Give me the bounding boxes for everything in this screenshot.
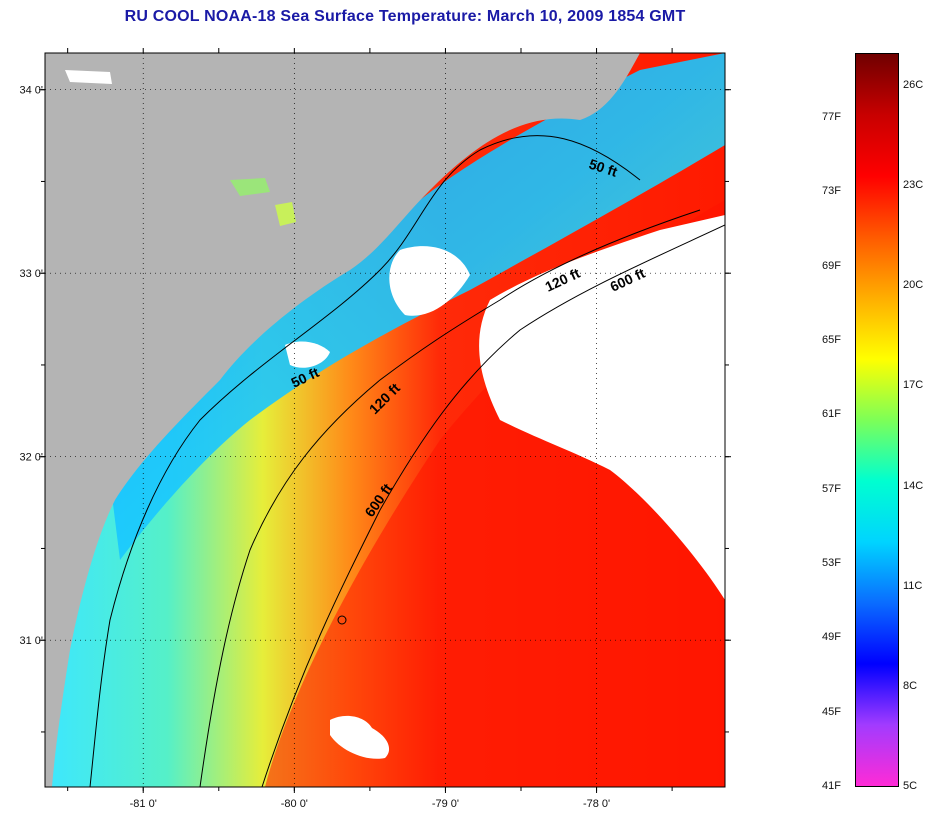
scale-label-celsius: 8C [903,679,918,692]
axis-ticks: -81 0' -80 0' -79 0' -78 0' 34 0' 33 0' 32 0' 3… [19,48,731,810]
lon-tick-label: -80 0' [281,798,308,810]
scale-label-fahrenheit: 57F [822,482,841,495]
scale-label-celsius: 20C [903,279,924,292]
scale-label-celsius: 26C [903,79,924,91]
chart-title: RU COOL NOAA-18 Sea Surface Temperature:… [124,8,686,25]
cloud-mask-south [330,715,390,759]
scale-label-celsius: 5C [903,780,918,792]
lon-tick-label: -78 0' [583,798,610,810]
scale-label-fahrenheit: 73F [822,185,841,198]
color-scale-bar [855,53,899,787]
scale-label-fahrenheit: 41F [822,780,841,792]
scale-label-fahrenheit: 65F [822,334,841,346]
scale-label-fahrenheit: 49F [822,631,841,644]
scale-label-celsius: 17C [903,379,924,392]
scale-label-fahrenheit: 45F [822,705,841,718]
cloud-mask-east [479,215,725,600]
scale-label-celsius: 14C [903,479,924,492]
isobath-50ft [89,135,641,787]
lon-tick-label: -81 0' [130,798,157,810]
cloud-mask-shelf [389,246,470,316]
island-north [230,178,270,196]
lat-tick-label: 31 0' [19,635,43,647]
island-mid [275,202,296,226]
land-speck [65,70,112,84]
scale-label-fahrenheit: 77F [822,111,841,123]
isobath-120ft [199,209,701,787]
land-mass [45,53,640,787]
lat-tick-label: 34 0' [19,85,43,97]
map-frame [44,52,726,788]
scale-label-celsius: 23C [903,179,924,192]
scale-label-fahrenheit: 53F [822,557,841,569]
isobath-600ft [261,224,725,787]
lat-tick-label: 32 0' [19,452,43,464]
lon-tick-label: -79 0' [432,798,459,810]
lat-tick-label: 33 0' [19,268,43,280]
scale-label-fahrenheit: 61F [822,408,841,421]
scale-label-celsius: 11C [903,579,923,592]
station-marker [337,615,347,625]
scale-label-fahrenheit: 69F [822,259,841,272]
graticule [45,53,725,787]
cloud-mask-nearshore [285,341,330,368]
